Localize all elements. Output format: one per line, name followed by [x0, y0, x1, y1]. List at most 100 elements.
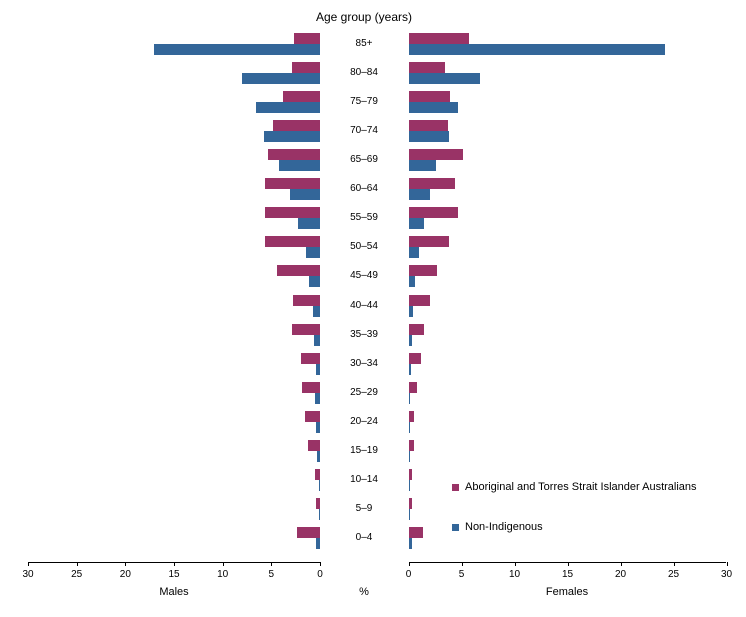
bar-females-indigenous-35–39	[408, 323, 425, 335]
bar-males-indigenous-60–64	[264, 178, 320, 190]
males-axis-tick-25: 25	[71, 569, 83, 580]
age-group-label: 15–19	[350, 444, 378, 456]
bar-males-indigenous-20–24	[305, 410, 320, 422]
males-axis-tick-25-mark	[76, 562, 78, 566]
females-axis-tick-15-mark	[567, 562, 569, 566]
bar-males-non-indigenous-10–14	[318, 479, 320, 491]
bar-males-non-indigenous-70–74	[263, 131, 320, 143]
bar-females-indigenous-50–54	[408, 236, 449, 248]
females-axis-tick-10: 10	[508, 569, 521, 580]
age-group-label: 80–84	[350, 67, 378, 79]
bar-females-indigenous-10–14	[408, 468, 413, 480]
bar-females-non-indigenous-10–14	[408, 479, 410, 491]
bar-males-indigenous-10–14	[315, 468, 320, 480]
age-axis-title: Age group (years)	[315, 10, 413, 24]
legend-marker-non-indigenous-icon	[452, 523, 459, 531]
age-group-label: 0–4	[355, 532, 373, 544]
bar-males-non-indigenous-80–84	[242, 73, 320, 85]
bar-males-indigenous-65–69	[268, 149, 320, 161]
age-group-label: 45–49	[350, 270, 378, 282]
bar-females-non-indigenous-5–9	[408, 508, 410, 520]
bar-females-non-indigenous-60–64	[408, 189, 430, 201]
bar-males-non-indigenous-30–34	[316, 363, 320, 375]
bar-males-non-indigenous-65–69	[279, 160, 320, 172]
bar-females-non-indigenous-55–59	[408, 218, 425, 230]
age-group-label: 60–64	[350, 183, 378, 195]
males-axis-tick-20: 20	[119, 569, 131, 580]
age-group-label: 85+	[355, 38, 373, 49]
males-axis-tick-10-mark	[222, 562, 224, 566]
bar-males-non-indigenous-35–39	[314, 334, 320, 346]
males-axis-tick-30: 30	[22, 569, 34, 580]
bar-males-indigenous-85+	[293, 33, 320, 44]
bar-males-non-indigenous-0–4	[315, 538, 320, 550]
bar-males-indigenous-50–54	[264, 236, 320, 248]
bar-males-non-indigenous-20–24	[316, 421, 320, 433]
bar-females-non-indigenous-20–24	[408, 421, 410, 433]
bar-females-indigenous-65–69	[408, 149, 463, 161]
bar-males-indigenous-40–44	[292, 294, 320, 306]
bar-females-indigenous-45–49	[408, 265, 438, 277]
age-group-label: 40–44	[350, 299, 378, 311]
bar-females-non-indigenous-40–44	[408, 305, 413, 317]
bar-females-non-indigenous-80–84	[408, 73, 480, 85]
males-axis-label: Males	[159, 586, 189, 598]
bar-females-non-indigenous-0–4	[408, 538, 413, 550]
bar-females-indigenous-75–79	[408, 91, 450, 103]
bar-males-indigenous-30–34	[300, 352, 320, 364]
bar-females-non-indigenous-50–54	[408, 247, 420, 259]
bar-males-non-indigenous-75–79	[255, 102, 320, 114]
age-group-label: 55–59	[350, 212, 378, 224]
bar-males-indigenous-70–74	[273, 120, 320, 132]
bar-females-indigenous-55–59	[408, 207, 459, 219]
bar-males-non-indigenous-45–49	[309, 276, 320, 288]
percent-axis-label: %	[359, 586, 369, 598]
females-axis-tick-0-mark	[408, 562, 410, 566]
bar-males-indigenous-25–29	[302, 381, 320, 393]
bar-males-non-indigenous-25–29	[315, 392, 320, 404]
females-axis-tick-0: 0	[405, 569, 412, 580]
legend-label-indigenous: Aboriginal and Torres Strait Islander Au…	[465, 481, 697, 493]
legend-item-indigenous: Aboriginal and Torres Strait Islander Au…	[452, 481, 697, 493]
bar-females-indigenous-70–74	[408, 120, 448, 132]
bar-females-indigenous-80–84	[408, 62, 445, 74]
age-group-label: 65–69	[350, 154, 378, 166]
age-group-label: 50–54	[350, 241, 378, 253]
bar-females-indigenous-0–4	[408, 527, 424, 539]
bar-males-non-indigenous-60–64	[289, 189, 320, 201]
females-axis-tick-15: 15	[561, 569, 574, 580]
bar-females-non-indigenous-35–39	[408, 334, 413, 346]
bar-females-indigenous-85+	[408, 33, 469, 44]
females-axis-tick-5-mark	[461, 562, 463, 566]
males-axis-tick-5: 5	[268, 569, 275, 580]
age-group-label: 20–24	[350, 415, 378, 427]
bar-males-non-indigenous-55–59	[297, 218, 320, 230]
age-group-label: 10–14	[350, 473, 378, 485]
legend-item-non-indigenous: Non-Indigenous	[452, 521, 543, 533]
males-axis-tick-15-mark	[174, 562, 175, 566]
bar-males-indigenous-5–9	[316, 497, 320, 509]
age-group-label: 70–74	[350, 125, 378, 137]
bar-males-non-indigenous-40–44	[313, 305, 320, 317]
bar-males-indigenous-75–79	[283, 91, 320, 103]
females-axis-tick-20-mark	[620, 562, 622, 566]
bar-females-indigenous-25–29	[408, 381, 417, 393]
males-axis-tick-10: 10	[217, 569, 229, 580]
bar-females-non-indigenous-45–49	[408, 276, 415, 288]
bar-females-non-indigenous-25–29	[408, 392, 411, 404]
age-group-label: 30–34	[350, 357, 378, 369]
bar-females-non-indigenous-75–79	[408, 102, 459, 114]
bar-females-non-indigenous-15–19	[408, 450, 411, 462]
bar-females-indigenous-60–64	[408, 178, 456, 190]
bar-males-indigenous-55–59	[265, 207, 320, 219]
bar-males-indigenous-0–4	[296, 527, 320, 539]
bar-females-indigenous-15–19	[408, 439, 415, 451]
females-axis-tick-30-mark	[726, 562, 728, 566]
bar-males-non-indigenous-85+	[153, 44, 320, 55]
females-axis-tick-30: 30	[720, 569, 733, 580]
females-axis-tick-20: 20	[614, 569, 627, 580]
females-axis-tick-10-mark	[514, 562, 516, 566]
bar-males-indigenous-35–39	[291, 323, 320, 335]
females-axis-tick-5: 5	[458, 569, 465, 580]
